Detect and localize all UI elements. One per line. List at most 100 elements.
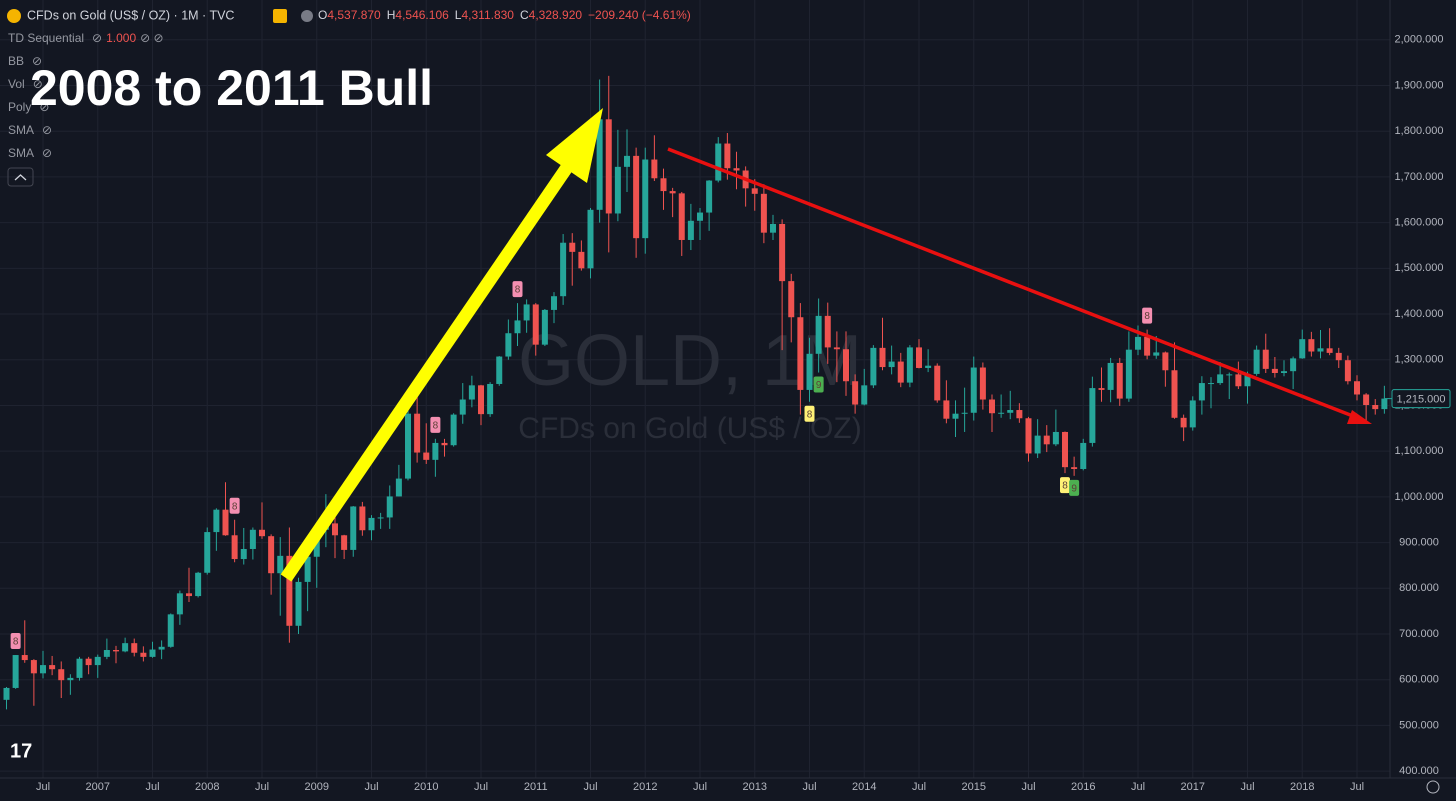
candle-body	[1135, 336, 1141, 350]
indicator-name-text: TD Sequential	[8, 31, 84, 45]
candle-body	[870, 347, 877, 386]
candle-body	[459, 399, 466, 415]
candle-body	[779, 223, 786, 282]
x-tick-label: 2007	[86, 781, 110, 793]
flag-icon[interactable]	[273, 9, 287, 23]
candle-body	[1071, 467, 1078, 469]
candle-body	[1354, 381, 1360, 395]
candle-body	[21, 655, 28, 661]
candle-body	[1262, 349, 1269, 369]
x-tick-label: Jul	[1240, 781, 1254, 793]
y-tick-label: 700.000	[1399, 628, 1439, 640]
x-tick-label: 2008	[195, 781, 219, 793]
ohlc-key: O	[318, 8, 327, 22]
y-tick-label: 400.000	[1399, 765, 1439, 777]
ohlc-value: 4,328.920	[529, 8, 583, 22]
td-badge	[1069, 479, 1080, 496]
candle-body	[1326, 348, 1333, 353]
candle-body	[395, 478, 402, 497]
candle-body	[687, 220, 694, 240]
ohlc-key: C	[520, 8, 529, 22]
candle-body	[979, 367, 986, 400]
candle-body	[103, 650, 110, 657]
indicator-param: 1.000	[106, 31, 136, 45]
candle-body	[350, 506, 357, 550]
candle-body	[122, 643, 129, 652]
candle-body	[1226, 374, 1233, 376]
candle-body	[1034, 435, 1041, 454]
candle-body	[934, 365, 941, 401]
ohlc-value: 4,546.106	[395, 8, 449, 22]
candle-body	[697, 212, 703, 221]
indicator-name: TD Sequential ⊘ 1.000 ⊘ ⊘	[8, 31, 164, 45]
candle-body	[478, 385, 484, 415]
td-label: 8	[807, 409, 813, 420]
candle-body	[596, 119, 603, 210]
collapse-button[interactable]	[7, 167, 34, 187]
candle-body	[578, 251, 585, 269]
last-price-label: 1,215.000	[1397, 394, 1446, 406]
candle-body	[286, 555, 293, 626]
candle-body	[76, 658, 83, 678]
header-ohlc: O4,537.870 H4,546.106 L4,311.830 C4,328.920…	[318, 8, 691, 22]
candle-body	[888, 361, 895, 368]
candle-body	[304, 556, 311, 582]
settings-icon[interactable]	[1426, 780, 1440, 794]
y-tick-label: 1,700.000	[1395, 171, 1444, 183]
candle-body	[450, 414, 457, 446]
candle-body	[1244, 373, 1251, 387]
candle-body	[268, 536, 275, 574]
candle-body	[167, 614, 174, 647]
candle-body	[1253, 349, 1260, 374]
td-badge	[813, 376, 824, 393]
symbol-icon	[7, 9, 21, 23]
y-tick-label: 1,800.000	[1395, 125, 1444, 137]
y-tick-label: 1,600.000	[1395, 217, 1444, 229]
td-label: 8	[1062, 481, 1068, 492]
candle-body	[925, 365, 932, 368]
candle-body	[158, 646, 165, 650]
y-tick-label: 2,000.000	[1395, 34, 1444, 46]
x-tick-label: Jul	[474, 781, 488, 793]
indicator-icon: ⊘ ⊘	[140, 31, 163, 45]
y-tick-label: 1,300.000	[1395, 354, 1444, 366]
x-tick-label: 2014	[852, 781, 876, 793]
annotation: 2008 to 2011 Bull	[30, 60, 433, 116]
td-badge	[1060, 477, 1070, 494]
x-tick-label: Jul	[802, 781, 816, 793]
candle-body	[1089, 388, 1096, 443]
candle-body	[3, 687, 10, 700]
indicator-name: Vol ⊘	[8, 77, 43, 91]
candle-body	[1162, 352, 1169, 371]
y-tick-label: 1,000.000	[1395, 491, 1444, 503]
hide-icon[interactable]	[301, 10, 313, 22]
ohlc-value: 4,311.830	[461, 8, 514, 22]
candle-body	[1025, 418, 1032, 454]
candle-body	[113, 650, 119, 652]
indicator-name-text: Poly	[8, 100, 31, 114]
candle-body	[1198, 383, 1205, 401]
td-badge	[430, 416, 441, 433]
candle-body	[423, 452, 430, 460]
candle-body	[405, 413, 411, 479]
candle-body	[669, 191, 676, 194]
candle-body	[788, 281, 795, 318]
candle-body	[140, 652, 147, 657]
candle-body	[67, 677, 74, 681]
ohlc-change: −209.240 (−4.61%)	[588, 8, 691, 22]
candle-body	[468, 385, 475, 400]
candle-body	[1235, 374, 1242, 387]
watermark: GOLD, 1M	[518, 321, 862, 401]
candle-body	[678, 193, 685, 240]
y-tick-label: 1,900.000	[1395, 79, 1444, 91]
candle-body	[1363, 394, 1370, 405]
y-tick-label: 1,100.000	[1395, 445, 1444, 457]
candle-body	[85, 658, 92, 666]
indicator-name-text: Vol	[8, 77, 25, 91]
x-tick-label: 2013	[743, 781, 767, 793]
candle-body	[633, 155, 640, 239]
td-badge	[1142, 307, 1153, 324]
candle-body	[806, 353, 813, 390]
